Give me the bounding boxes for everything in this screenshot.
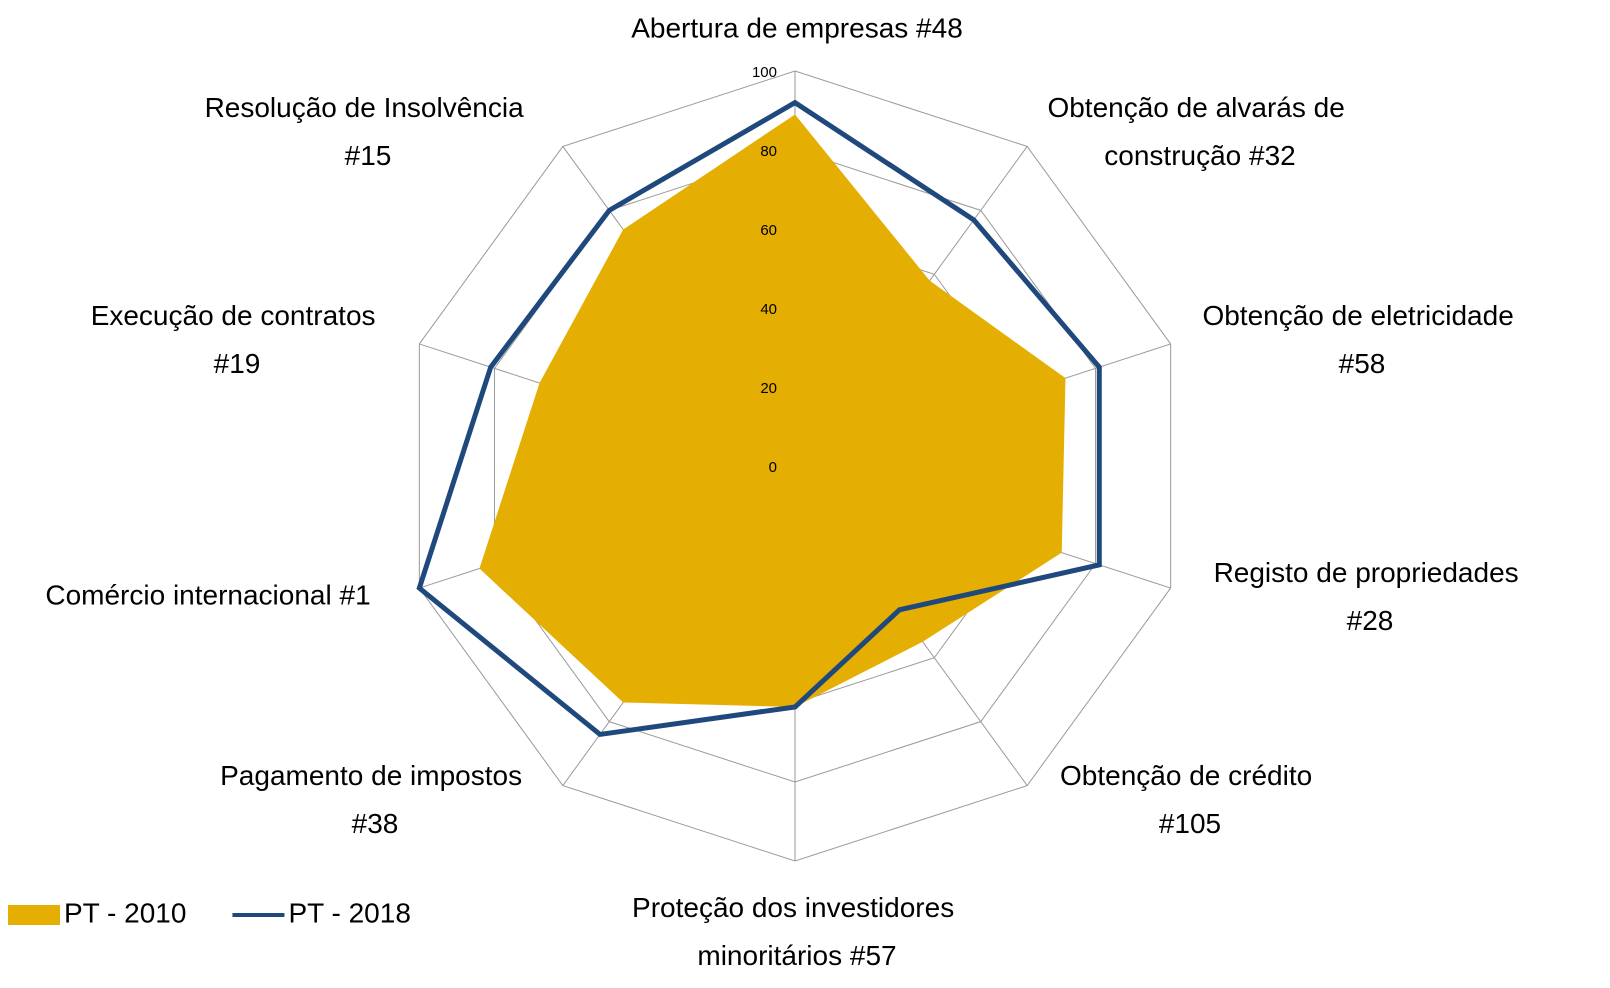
- axis-tick-label: 60: [760, 222, 777, 239]
- category-label: Obtenção de alvarás de construção #32: [1047, 92, 1352, 171]
- axis-tick-label: 80: [760, 143, 777, 160]
- category-label: Proteção dos investidores minoritários #…: [632, 892, 962, 971]
- category-label: Comércio internacional #1: [45, 579, 370, 610]
- axis-tick-label: 100: [752, 64, 777, 81]
- category-label: Registo de propriedades #28: [1214, 557, 1527, 636]
- category-label: Obtenção de eletricidade #58: [1202, 300, 1521, 379]
- category-label: Obtenção de crédito #105: [1060, 760, 1320, 839]
- axis-tick-label: 0: [769, 459, 777, 476]
- category-label: Abertura de empresas #48: [631, 12, 963, 43]
- legend-label: PT - 2018: [288, 897, 410, 928]
- area: [479, 114, 1066, 707]
- legend-swatch: [8, 905, 60, 925]
- category-label: Execução de contratos #19: [91, 300, 384, 379]
- axis-tick-label: 40: [760, 301, 777, 318]
- axis-tick-label: 20: [760, 380, 777, 397]
- line: [416, 99, 1102, 738]
- category-label: Resolução de Insolvência #15: [205, 92, 532, 171]
- legend-label: PT - 2010: [64, 897, 186, 928]
- category-label: Pagamento de impostos #38: [220, 760, 530, 839]
